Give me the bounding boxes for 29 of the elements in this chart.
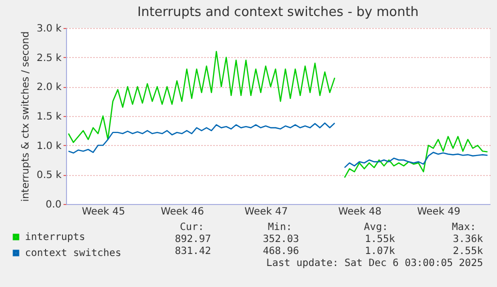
y-tick-label: 3.0 k — [36, 24, 62, 34]
text: Cur: — [180, 222, 204, 233]
legend-label: interrupts — [25, 232, 86, 243]
legend-label: context switches — [25, 248, 122, 259]
text: 352.03 — [262, 234, 299, 245]
text: 468.96 — [262, 246, 299, 257]
y-tick-label: 0.0 — [46, 200, 62, 210]
y-tick-label: 2.0 k — [36, 82, 62, 94]
x-tick-label: Week 47 — [244, 206, 288, 218]
y-tick-label: 1.0 k — [36, 140, 62, 152]
text: 2.55k — [452, 246, 483, 257]
text: 892.97 — [174, 234, 211, 245]
y-tick-label: 2.5 k — [36, 52, 62, 64]
y-tick-label: 0.5 k — [36, 170, 62, 182]
x-tick-label: Week 45 — [82, 206, 126, 218]
x-tick-label: Week 49 — [417, 206, 460, 218]
y-tick-label: 1.5 k — [36, 112, 62, 122]
x-tick-label: Week 46 — [160, 206, 204, 218]
y-axis-title: interrupts & ctx switches / second — [20, 31, 32, 202]
text: 831.42 — [174, 246, 211, 257]
text: Last update: Sat Dec 6 03:00:05 2025 — [266, 258, 483, 269]
text: Min: — [268, 222, 292, 233]
text: Max: — [452, 222, 476, 233]
text: 1.55k — [364, 234, 395, 245]
chart-title: Interrupts and context switches - by month — [137, 5, 419, 20]
text: 1.07k — [364, 246, 395, 257]
text: 3.36k — [452, 234, 483, 245]
text: Avg: — [364, 222, 388, 233]
x-tick-label: Week 48 — [338, 206, 382, 218]
